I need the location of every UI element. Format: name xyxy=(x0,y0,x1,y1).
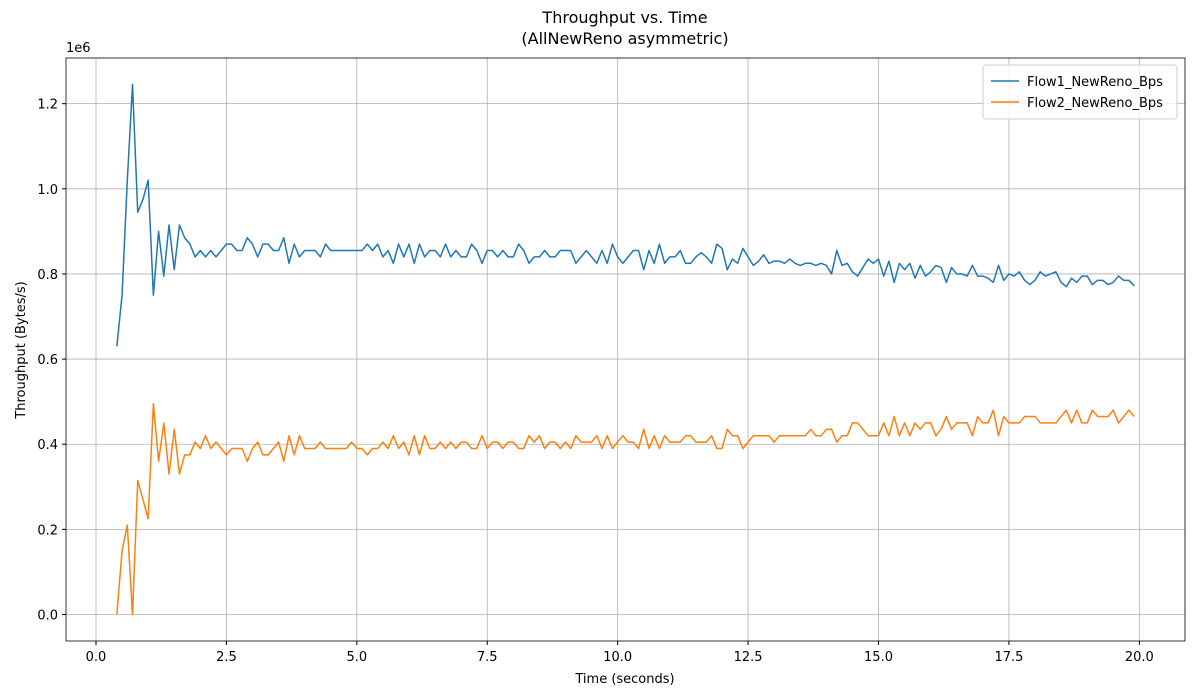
legend-label: Flow2_NewReno_Bps xyxy=(1027,96,1163,111)
legend: Flow1_NewReno_Bps Flow2_NewReno_Bps xyxy=(982,64,1178,120)
legend-box xyxy=(982,64,1178,120)
y-offset-label: 1e6 xyxy=(66,41,91,56)
legend-label: Flow1_NewReno_Bps xyxy=(1027,75,1163,90)
series-line xyxy=(116,403,1135,616)
y-tick-label: 1.0 xyxy=(37,183,58,198)
y-tick-label: 0.6 xyxy=(37,353,58,368)
chart-subtitle: (AllNewReno asymmetric) xyxy=(521,29,728,48)
chart-title: Throughput vs. Time xyxy=(541,8,707,27)
x-tick-label: 20.0 xyxy=(1125,650,1154,665)
y-axis-label: Throughput (Bytes/s) xyxy=(14,281,29,419)
y-tick-label: 0.4 xyxy=(37,438,58,453)
x-tick-label: 7.5 xyxy=(477,650,498,665)
x-tick-label: 15.0 xyxy=(864,650,893,665)
y-tick-label: 0.2 xyxy=(37,523,58,538)
x-tick-label: 12.5 xyxy=(734,650,763,665)
series-line xyxy=(116,83,1135,347)
x-tick-label: 5.0 xyxy=(346,650,367,665)
plot-frame xyxy=(65,57,1186,642)
x-tick-label: 0.0 xyxy=(86,650,107,665)
y-tick-label: 0.8 xyxy=(37,268,58,283)
x-tick-label: 10.0 xyxy=(603,650,632,665)
x-axis-label: Time (seconds) xyxy=(574,672,674,687)
x-tick-label: 17.5 xyxy=(994,650,1023,665)
y-tick-label: 1.2 xyxy=(37,98,58,113)
y-tick-label: 0.0 xyxy=(37,609,58,624)
x-tick-label: 2.5 xyxy=(216,650,237,665)
